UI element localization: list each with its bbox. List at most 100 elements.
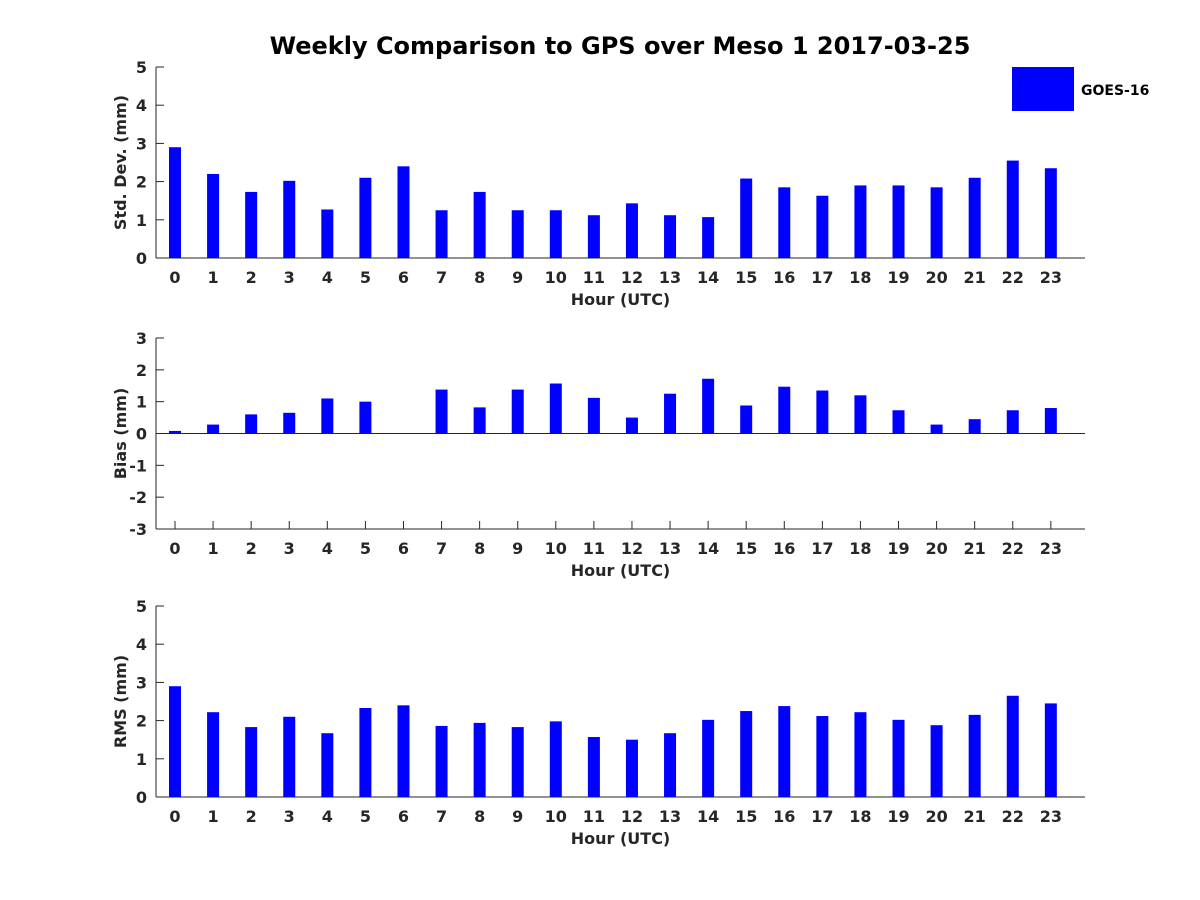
std-dev-y-tick-label: 3 <box>136 134 147 153</box>
bias-y-tick-label: -3 <box>129 520 147 539</box>
rms-bar <box>207 712 220 797</box>
rms-bar <box>169 686 181 797</box>
std-dev-x-tick-label: 8 <box>474 268 485 287</box>
std-dev-x-tick-label: 22 <box>1002 268 1024 287</box>
rms-bar <box>816 716 829 797</box>
bias-bar <box>740 405 753 434</box>
bias-x-tick-label: 22 <box>1002 539 1024 558</box>
rms-y-tick-label: 0 <box>136 788 147 807</box>
bias-x-tick-label: 17 <box>811 539 833 558</box>
bias-x-tick-label: 0 <box>169 539 180 558</box>
bias-x-tick-label: 15 <box>735 539 757 558</box>
std-dev-x-tick-label: 9 <box>512 268 523 287</box>
bias-x-tick-label: 21 <box>964 539 986 558</box>
std-dev-y-axis-label: Std. Dev. (mm) <box>111 95 130 230</box>
bias-x-tick-label: 6 <box>398 539 409 558</box>
std-dev-y-tick-label: 0 <box>136 249 147 268</box>
rms-x-tick-label: 10 <box>545 807 567 826</box>
rms-bar <box>740 711 753 797</box>
bias-bar <box>511 389 524 434</box>
std-dev-y-tick-label: 1 <box>136 211 147 230</box>
bias-x-tick-label: 8 <box>474 539 485 558</box>
std-dev-x-tick-label: 0 <box>169 268 180 287</box>
chart-title: Weekly Comparison to GPS over Meso 1 201… <box>270 32 971 60</box>
bias-x-tick-label: 12 <box>621 539 643 558</box>
bias-bar <box>207 424 220 434</box>
bias-y-tick-label: 0 <box>136 425 147 444</box>
rms-bar <box>359 707 372 797</box>
bias-bar <box>169 430 181 434</box>
rms-bar <box>321 733 334 797</box>
bias-x-tick-label: 9 <box>512 539 523 558</box>
bias-x-tick-label: 3 <box>284 539 295 558</box>
rms-x-tick-label: 17 <box>811 807 833 826</box>
rms-bar <box>397 705 410 797</box>
rms-x-tick-label: 7 <box>436 807 447 826</box>
std-dev-bar <box>397 166 410 258</box>
std-dev-x-tick-label: 6 <box>398 268 409 287</box>
bias-bar <box>473 407 486 434</box>
rms-bar <box>549 721 562 797</box>
bias-bar <box>930 424 943 434</box>
rms-x-tick-label: 21 <box>964 807 986 826</box>
rms-x-tick-label: 2 <box>246 807 257 826</box>
rms-x-tick-label: 23 <box>1040 807 1062 826</box>
rms-y-tick-label: 2 <box>136 712 147 731</box>
std-dev-x-tick-label: 19 <box>887 268 909 287</box>
rms-y-tick-label: 3 <box>136 673 147 692</box>
bias-x-tick-label: 20 <box>925 539 947 558</box>
bias-bar <box>625 417 638 434</box>
bias-x-tick-label: 13 <box>659 539 681 558</box>
rms-bar <box>1044 703 1057 797</box>
bias-x-tick-label: 16 <box>773 539 795 558</box>
legend-swatch <box>1012 67 1074 111</box>
std-dev-bar <box>740 178 753 258</box>
rms-bar <box>625 739 638 797</box>
rms-x-tick-label: 5 <box>360 807 371 826</box>
bias-x-tick-label: 19 <box>887 539 909 558</box>
std-dev-bar <box>169 147 181 258</box>
std-dev-bar <box>625 203 638 258</box>
std-dev-x-axis-label: Hour (UTC) <box>571 290 671 309</box>
bias-x-tick-label: 18 <box>849 539 871 558</box>
bias-x-tick-label: 23 <box>1040 539 1062 558</box>
rms-bar <box>778 706 791 797</box>
std-dev-x-tick-label: 14 <box>697 268 719 287</box>
bias-bar <box>854 395 867 434</box>
std-dev-x-tick-label: 12 <box>621 268 643 287</box>
std-dev-x-tick-label: 23 <box>1040 268 1062 287</box>
std-dev-x-tick-label: 16 <box>773 268 795 287</box>
rms-x-axis-label: Hour (UTC) <box>571 829 671 848</box>
rms-bar <box>930 725 943 797</box>
rms-x-tick-label: 13 <box>659 807 681 826</box>
bias-bar <box>702 378 715 434</box>
rms-y-axis-label: RMS (mm) <box>111 655 130 748</box>
bias-bar <box>245 414 258 434</box>
std-dev-x-tick-label: 18 <box>849 268 871 287</box>
rms-y-tick-label: 4 <box>136 635 147 654</box>
rms-x-tick-label: 8 <box>474 807 485 826</box>
std-dev-x-tick-label: 13 <box>659 268 681 287</box>
rms-x-tick-label: 0 <box>169 807 180 826</box>
rms-x-tick-label: 3 <box>284 807 295 826</box>
bias-y-tick-label: -1 <box>129 456 147 475</box>
rms-x-tick-label: 1 <box>208 807 219 826</box>
rms-x-tick-label: 18 <box>849 807 871 826</box>
bias-bar <box>968 419 981 434</box>
bias-bar <box>892 410 905 434</box>
rms-bar <box>245 727 258 797</box>
rms-bar <box>511 727 524 797</box>
rms-x-tick-label: 19 <box>887 807 909 826</box>
bias-bar <box>664 393 677 434</box>
rms-x-tick-label: 12 <box>621 807 643 826</box>
std-dev-x-tick-label: 2 <box>246 268 257 287</box>
std-dev-x-tick-label: 1 <box>208 268 219 287</box>
legend-label: GOES-16 <box>1081 83 1149 99</box>
std-dev-bar <box>283 180 296 258</box>
bias-bar <box>816 390 829 434</box>
std-dev-bar <box>359 177 372 258</box>
std-dev-x-tick-label: 11 <box>583 268 605 287</box>
std-dev-bar <box>207 173 220 258</box>
